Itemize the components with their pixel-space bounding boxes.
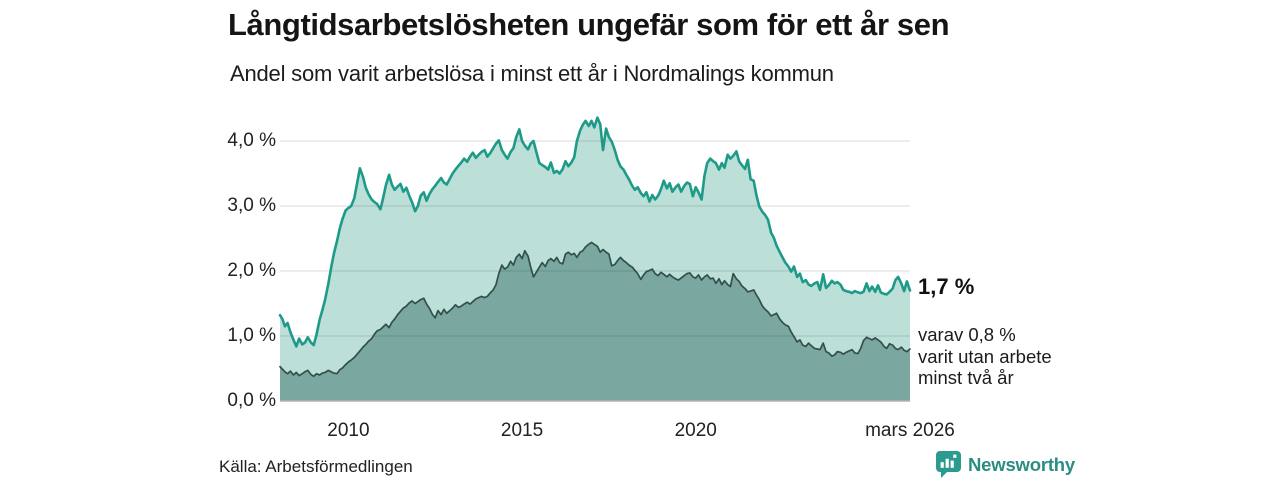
y-axis-tick-label: 0,0 % (227, 390, 276, 411)
newsworthy-bubble-chart-icon (936, 451, 961, 478)
y-axis-tick-label: 4,0 % (227, 130, 276, 151)
chart-title: Långtidsarbetslösheten ungefär som för e… (228, 7, 950, 42)
line-two-year (279, 241, 911, 378)
annotation-line: minst två år (918, 367, 1014, 388)
newsworthy-logo: Newsworthy (936, 451, 1075, 478)
y-axis-tick-label: 1,0 % (227, 325, 276, 346)
latest-value-label: 1,7 % (918, 274, 975, 299)
y-axis-tick-label: 2,0 % (227, 260, 276, 281)
source-label: Källa: Arbetsförmedlingen (219, 457, 413, 476)
line-total (278, 116, 912, 348)
newsworthy-wordmark: Newsworthy (968, 453, 1075, 475)
area-fill-two-year (280, 242, 910, 401)
x-axis-tick-label: 2020 (674, 420, 717, 441)
x-axis-tick-label: 2015 (500, 420, 544, 441)
x-axis-tick-label: 2010 (327, 420, 370, 441)
y-axis-tick-label: 3,0 % (227, 195, 276, 216)
two-year-annotation: varav 0,8 % varit utan arbete minst två … (918, 324, 1052, 389)
annotation-line: varav 0,8 % (918, 324, 1016, 345)
x-axis-tick-label: mars 2026 (865, 420, 955, 441)
chart-subtitle: Andel som varit arbetslösa i minst ett å… (230, 61, 834, 86)
annotation-line: varit utan arbete (918, 345, 1052, 367)
